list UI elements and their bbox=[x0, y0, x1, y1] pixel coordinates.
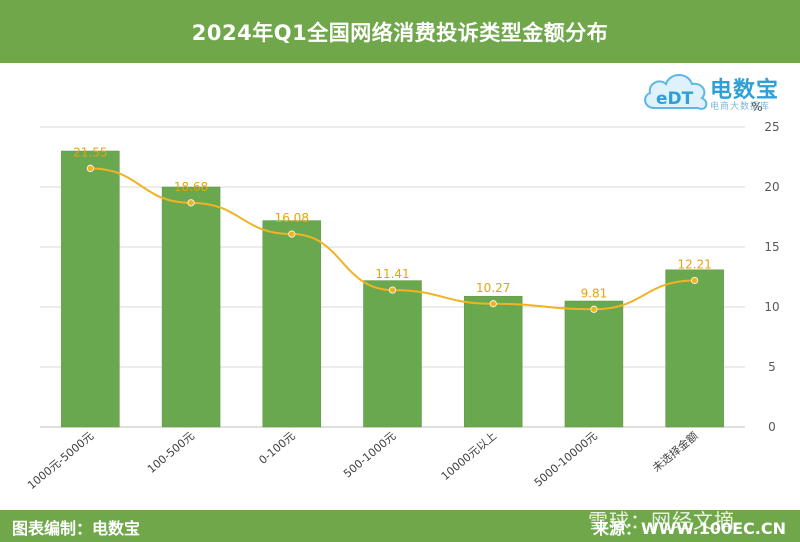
y-tick-label: 15 bbox=[764, 240, 779, 254]
chart-area: 0 5 10 15 20 25% 1000元-5000元 100-500元 0-100元 500-… bbox=[0, 63, 800, 510]
line-point bbox=[691, 276, 699, 285]
data-label: 9.81 bbox=[581, 286, 608, 300]
logo-subtitle: 电商大数据库 bbox=[710, 102, 771, 112]
watermark: 雪球：网经文摘 bbox=[588, 509, 735, 533]
x-tick-label: 未选择金额 bbox=[649, 429, 700, 475]
x-tick-label: 100-500元 bbox=[145, 429, 197, 476]
x-tick-label: 500-1000元 bbox=[341, 429, 398, 480]
bar bbox=[363, 280, 422, 428]
footer-credit: 图表编制：电数宝 bbox=[12, 519, 141, 538]
data-label: 11.41 bbox=[375, 267, 409, 281]
data-label: 16.08 bbox=[275, 211, 309, 225]
y-tick-label: 10 bbox=[764, 300, 779, 314]
x-tick-label: 0-100元 bbox=[256, 429, 297, 467]
line-point bbox=[489, 300, 497, 308]
bar-line-chart: 0 5 10 15 20 25% 1000元-5000元 100-500元 0-100元 500-… bbox=[25, 100, 780, 492]
y-tick-label: 0 bbox=[768, 420, 776, 434]
footer-source: 来源：WWW.100EC.CN bbox=[592, 519, 786, 538]
line-point bbox=[590, 305, 598, 313]
x-tick-label: 10000元以上 bbox=[439, 429, 499, 483]
cloud-icon: eDT bbox=[644, 74, 708, 110]
line-point bbox=[187, 199, 195, 207]
brand-logo: eDT 电数宝 电商大数据库 bbox=[640, 66, 790, 118]
bar bbox=[262, 220, 322, 428]
bar bbox=[161, 186, 221, 428]
y-axis-label: % bbox=[751, 100, 762, 114]
chart-title: 2024年Q1全国网络消费投诉类型金额分布 bbox=[191, 20, 609, 45]
data-label: 21.55 bbox=[73, 145, 107, 159]
line-point bbox=[388, 286, 397, 294]
y-tick-label: 5 bbox=[768, 360, 776, 374]
y-tick-label: 25 bbox=[764, 120, 779, 134]
bar bbox=[463, 295, 523, 428]
line-point bbox=[86, 164, 94, 173]
data-label: 18.68 bbox=[174, 180, 208, 194]
logo-name: 电数宝 bbox=[710, 78, 780, 103]
y-tick-label: 20 bbox=[764, 180, 779, 194]
chart-footer: 图表编制：电数宝 来源：WWW.100EC.CN bbox=[0, 510, 800, 542]
line-point bbox=[288, 230, 296, 238]
chart-header: 2024年Q1全国网络消费投诉类型金额分布 bbox=[0, 0, 800, 63]
x-tick-label: 5000-10000元 bbox=[532, 429, 600, 489]
bar bbox=[564, 300, 624, 428]
bar bbox=[665, 269, 724, 428]
x-tick-label: 1000元-5000元 bbox=[25, 429, 96, 492]
data-label: 12.21 bbox=[677, 257, 711, 271]
bar bbox=[61, 150, 120, 428]
data-label: 10.27 bbox=[476, 281, 510, 295]
logo-cloud-text: eDT bbox=[656, 89, 694, 109]
